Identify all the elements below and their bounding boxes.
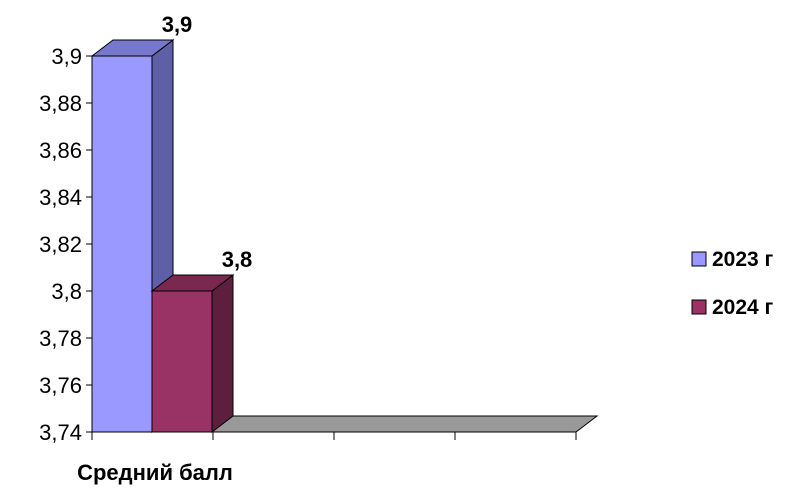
bar-1 bbox=[90, 38, 175, 434]
y-tick-label: 3,86 bbox=[39, 138, 82, 163]
data-label-1: 3,9 bbox=[162, 12, 193, 37]
y-tick-label: 3,88 bbox=[39, 91, 82, 116]
y-tick-label: 3,8 bbox=[51, 279, 82, 304]
y-tick-label: 3,78 bbox=[39, 326, 82, 351]
y-tick-label: 3,84 bbox=[39, 185, 82, 210]
y-tick-label: 3,74 bbox=[39, 420, 82, 445]
legend-swatch bbox=[691, 299, 707, 315]
data-labels-layer: 3,9 3,8 bbox=[162, 12, 253, 272]
bar-side bbox=[211, 273, 234, 434]
legend-label: 2024 г bbox=[712, 296, 774, 319]
bar-front bbox=[151, 290, 213, 433]
bar-front bbox=[91, 55, 153, 433]
x-category-label: Средний балл bbox=[77, 460, 233, 485]
bar-2 bbox=[150, 273, 235, 434]
legend-label: 2023 г bbox=[712, 248, 774, 271]
y-tick-label: 3,9 bbox=[51, 44, 82, 69]
bars-layer bbox=[90, 38, 235, 434]
data-label-2: 3,8 bbox=[222, 247, 253, 272]
legend: 2023 г 2024 г bbox=[691, 248, 774, 319]
legend-swatch bbox=[691, 251, 707, 267]
y-tick-label: 3,76 bbox=[39, 373, 82, 398]
y-tick-label: 3,82 bbox=[39, 232, 82, 257]
